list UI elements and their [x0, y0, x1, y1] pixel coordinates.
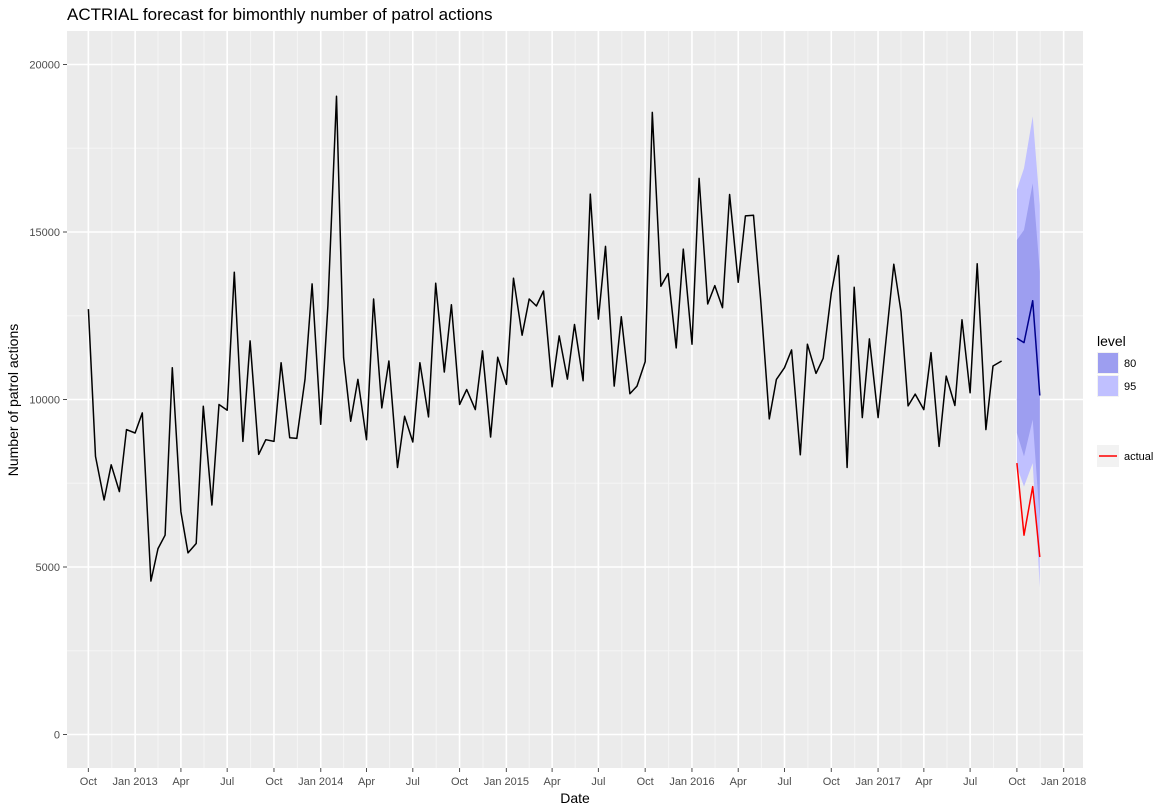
x-tick-label: Apr — [172, 776, 189, 788]
y-tick-label: 15000 — [29, 227, 60, 239]
series-line-observed — [87, 95, 1002, 582]
x-tick-label: Jan 2017 — [855, 776, 900, 788]
x-tick-label: Oct — [265, 776, 282, 788]
x-axis: Oct Jan 2013 Apr Jul Oct Jan 2014 Apr Jul Oct Jan… — [80, 768, 1086, 788]
x-tick-label: Oct — [1008, 776, 1025, 788]
y-tick-label: 10000 — [29, 395, 60, 407]
x-tick-label: Jan 2014 — [298, 776, 343, 788]
y-axis-title: Number of patrol actions — [5, 324, 21, 477]
legend-label-actual: actual — [1124, 451, 1153, 463]
legend-label-95: 95 — [1124, 381, 1136, 393]
x-tick-label: Jul — [963, 776, 977, 788]
chart-title: ACTRIAL forecast for bimonthly number of… — [67, 5, 493, 24]
x-tick-label: Jul — [220, 776, 234, 788]
series-line-forecast — [1016, 299, 1041, 396]
x-tick-label: Oct — [451, 776, 468, 788]
x-tick-label: Apr — [915, 776, 932, 788]
x-tick-label: Oct — [823, 776, 840, 788]
y-axis: 0 5000 10000 15000 20000 — [29, 60, 67, 742]
grid-major — [67, 31, 1083, 768]
forecast-bands — [1016, 116, 1040, 588]
x-tick-label: Apr — [730, 776, 747, 788]
x-tick-label: Jan 2018 — [1041, 776, 1086, 788]
series-line-actual — [1016, 463, 1041, 558]
x-tick-label: Oct — [80, 776, 97, 788]
x-tick-label: Apr — [544, 776, 561, 788]
x-axis-title: Date — [560, 790, 590, 806]
x-tick-label: Jul — [591, 776, 605, 788]
legend-swatch-80 — [1098, 353, 1118, 373]
x-tick-label: Oct — [637, 776, 654, 788]
x-tick-label: Jan 2015 — [484, 776, 529, 788]
x-tick-label: Jul — [406, 776, 420, 788]
legend-swatch-95 — [1098, 376, 1118, 396]
y-tick-label: 20000 — [29, 60, 60, 72]
band-80 — [1016, 183, 1040, 521]
y-tick-label: 5000 — [36, 562, 60, 574]
x-tick-label: Jan 2016 — [669, 776, 714, 788]
y-tick-label: 0 — [54, 730, 60, 742]
x-tick-label: Apr — [358, 776, 375, 788]
legend: level 80 95 actual — [1097, 333, 1153, 467]
legend-title-level: level — [1097, 333, 1126, 349]
series-lines — [87, 95, 1041, 582]
x-tick-label: Jul — [777, 776, 791, 788]
x-tick-label: Jan 2013 — [113, 776, 158, 788]
legend-label-80: 80 — [1124, 358, 1136, 370]
